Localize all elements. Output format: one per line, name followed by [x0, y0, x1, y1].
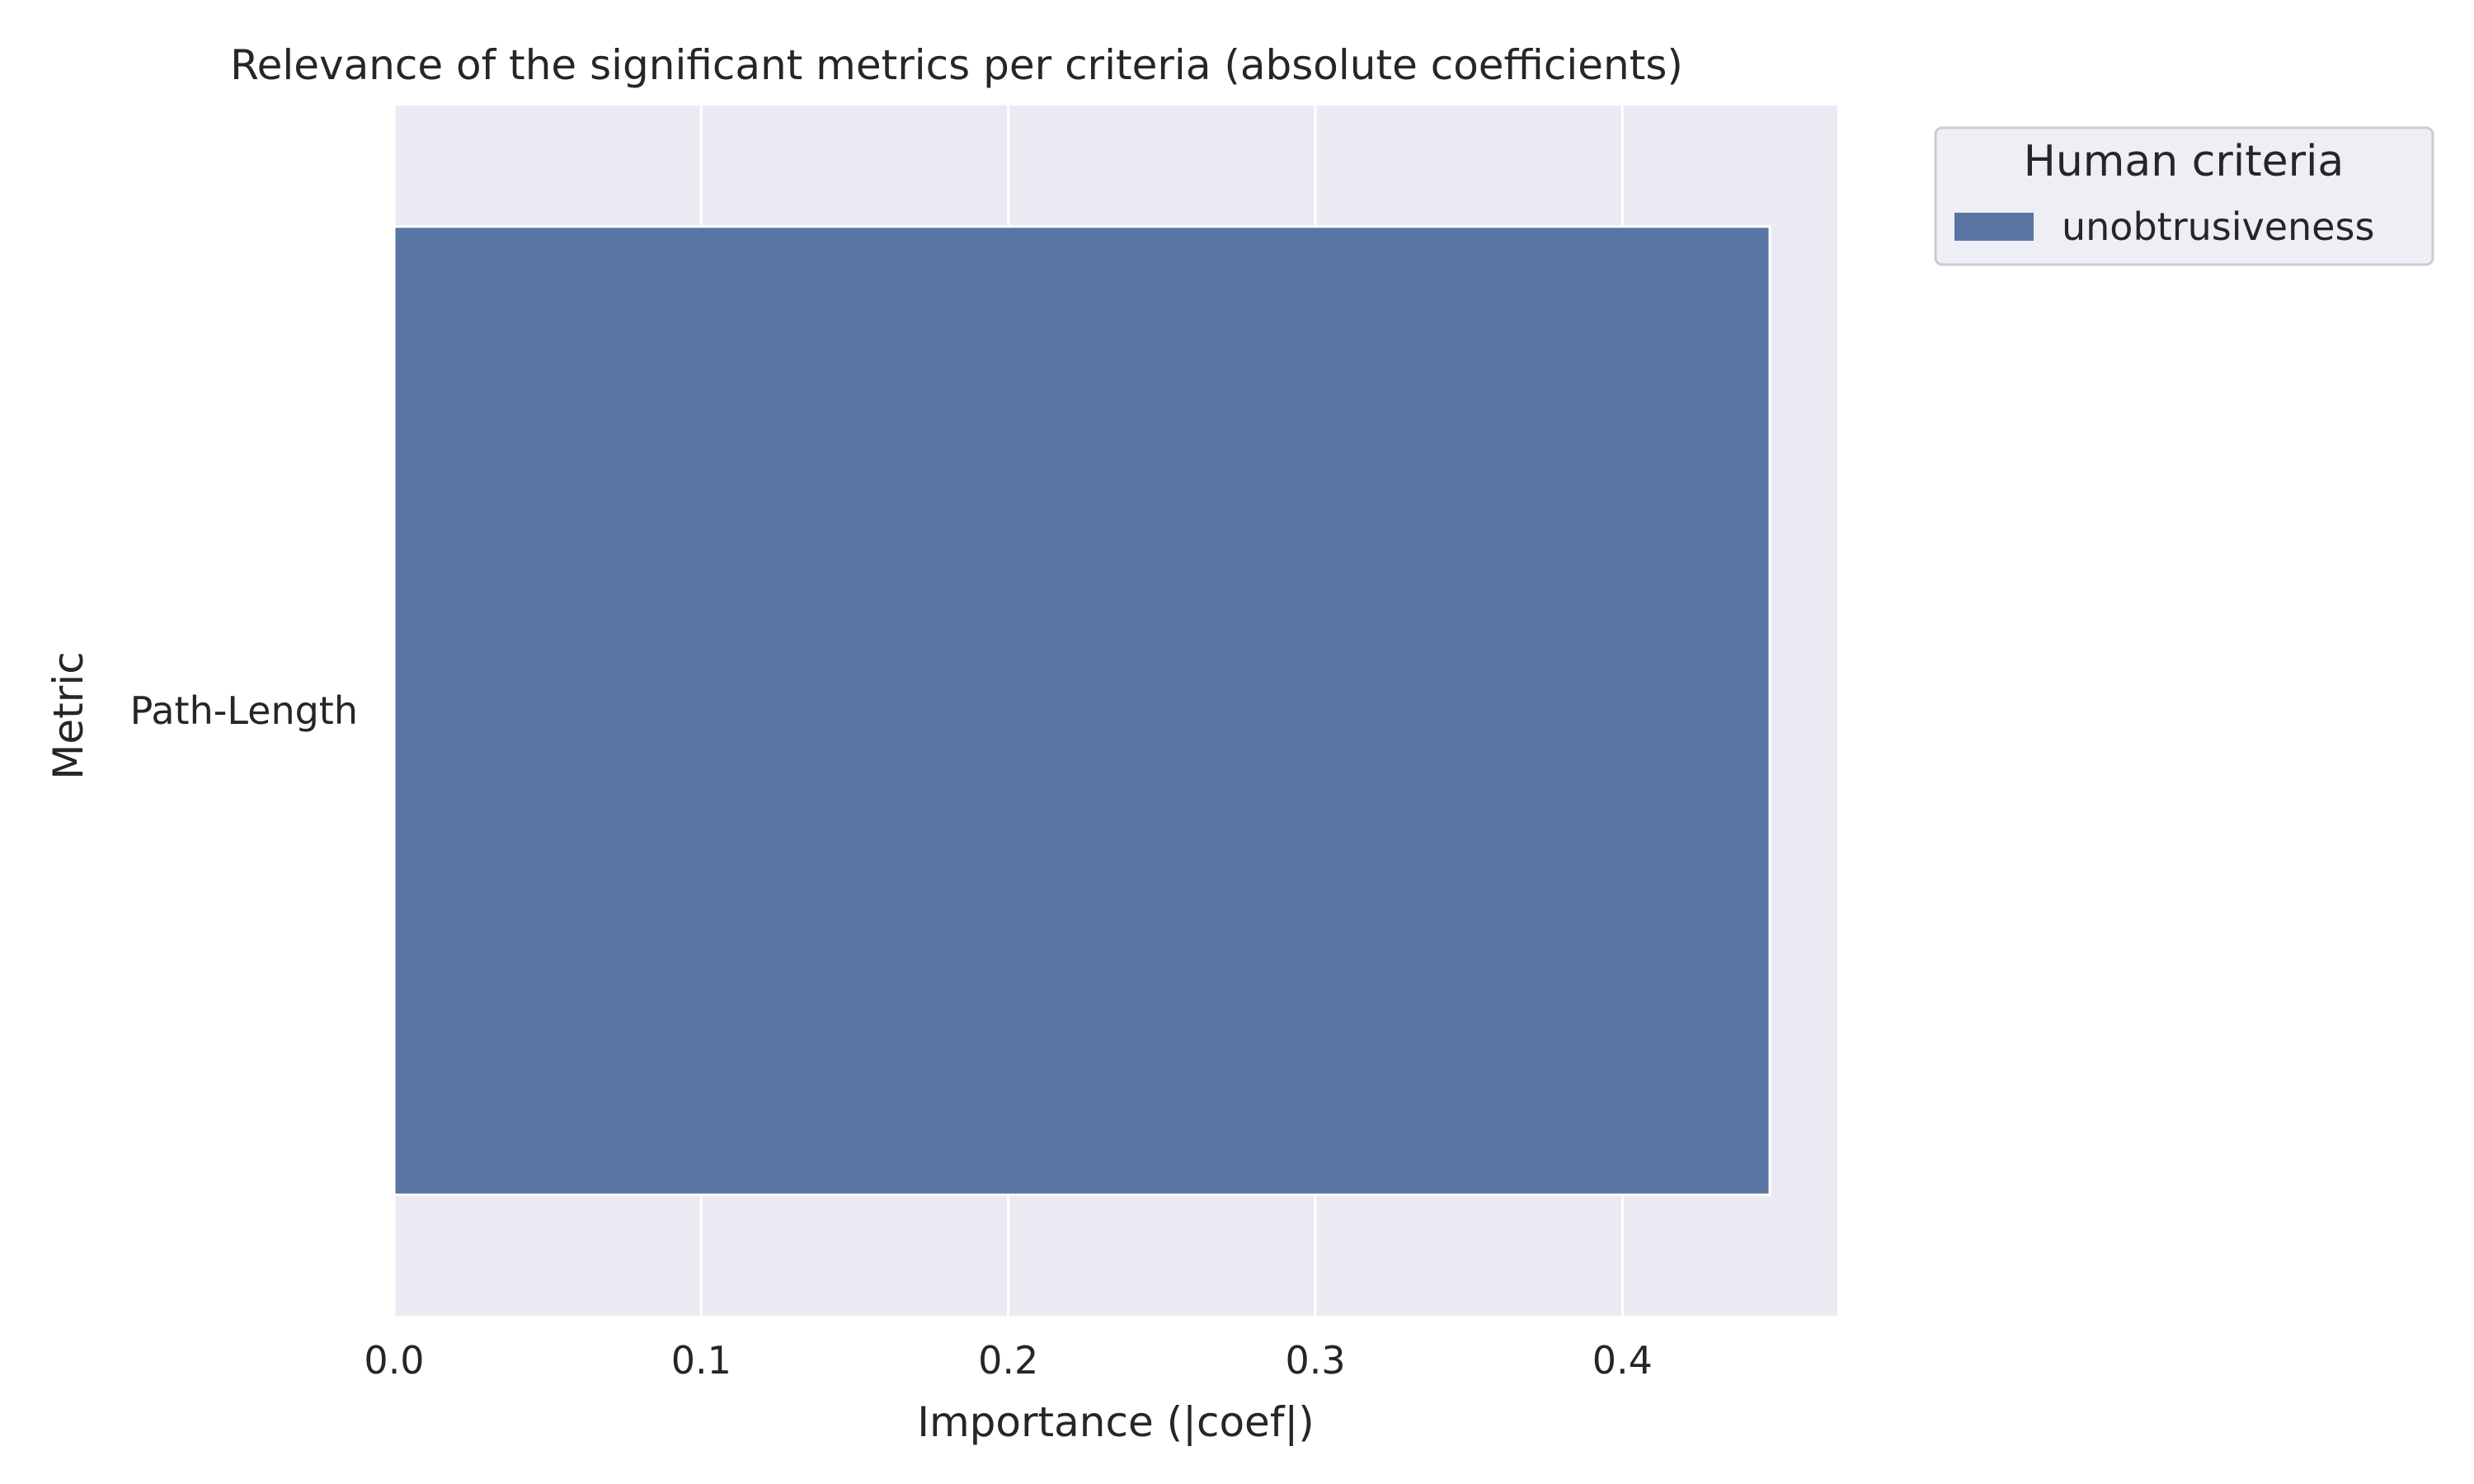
legend-items: unobtrusiveness [1954, 204, 2374, 249]
legend-swatch [1954, 213, 2034, 241]
legend-frame [1934, 126, 2434, 266]
chart-title: Relevance of the significant metrics per… [230, 41, 1683, 89]
y-tick-labels: Path-Length [130, 688, 358, 733]
x-tick-label: 0.2 [978, 1338, 1038, 1383]
bars [393, 225, 1771, 1196]
y-tick-label: Path-Length [130, 688, 358, 733]
x-tick-label: 0.1 [671, 1338, 731, 1383]
legend-label: unobtrusiveness [2062, 204, 2374, 249]
x-axis-label: Importance (|coef|) [917, 1398, 1315, 1446]
bar [393, 225, 1771, 1196]
legend-title: Human criteria [2024, 137, 2345, 186]
x-tick-label: 0.4 [1592, 1338, 1653, 1383]
x-tick-label: 0.3 [1285, 1338, 1345, 1383]
y-axis-label: Metric [45, 651, 92, 779]
x-tick-labels: 0.0 0.1 0.2 0.3 0.4 [364, 1338, 1653, 1383]
legend: Human criteria unobtrusiveness [1934, 126, 2434, 266]
x-tick-label: 0.0 [364, 1338, 424, 1383]
